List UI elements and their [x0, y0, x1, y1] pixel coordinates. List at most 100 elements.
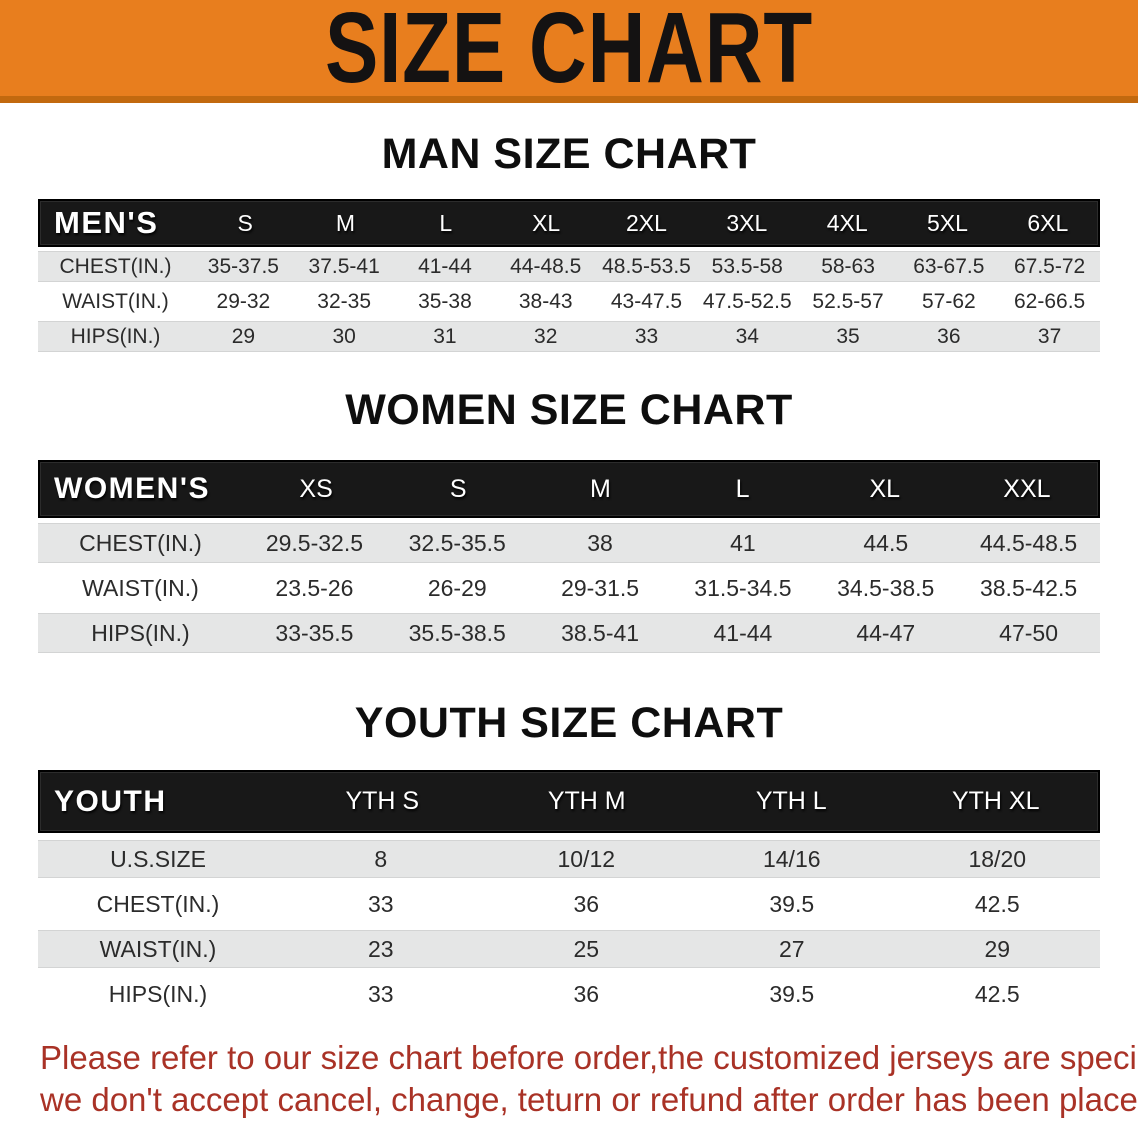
cell-value: 47.5-52.5 [702, 289, 792, 313]
cell-value: 44-47 [856, 619, 916, 646]
size-column-header: M [335, 209, 356, 236]
cell-value: 33 [367, 890, 394, 917]
cell-value: 35.5-38.5 [408, 619, 506, 646]
cell-value: 32 [534, 324, 558, 348]
size-column-header: YTH M [547, 787, 626, 815]
women-table-header-row: WOMEN'S XS S M L XL XXL [38, 460, 1100, 518]
table-row: CHEST(IN.) 33 36 39.5 42.5 [38, 885, 1100, 923]
table-row: CHEST(IN.) 35-37.5 37.5-41 41-44 44-48.5 48.5… [38, 251, 1100, 282]
cell-value: 29-31.5 [561, 574, 640, 601]
size-column-header: XS [299, 474, 333, 503]
cell-value: 48.5-53.5 [602, 254, 691, 278]
cell-value: 34.5-38.5 [837, 574, 935, 601]
cell-value: 36 [573, 890, 600, 917]
cell-value: 30 [332, 324, 356, 348]
cell-value: 42.5 [974, 890, 1020, 917]
youth-table-body: U.S.SIZE 8 10/12 14/16 18/20 CHEST(IN.) 33 36 39… [38, 840, 1100, 1013]
cell-value: 37.5-41 [308, 254, 380, 278]
cell-value: 53.5-58 [711, 254, 783, 278]
women-section-heading: WOMEN SIZE CHART [345, 386, 793, 434]
cell-value: 44.5-48.5 [979, 529, 1078, 556]
cell-value: 58-63 [821, 254, 875, 278]
row-label: HIPS(IN.) [108, 980, 208, 1007]
cell-value: 44.5 [863, 529, 909, 556]
cell-value: 41-44 [713, 619, 773, 646]
cell-value: 8 [374, 845, 388, 872]
disclaimer: Please refer to our size chart before or… [40, 1037, 1138, 1121]
size-column-header: L [735, 474, 750, 503]
cell-value: 38.5-42.5 [979, 574, 1078, 601]
cell-value: 39.5 [769, 890, 815, 917]
row-label: HIPS(IN.) [70, 324, 161, 348]
cell-value: 37 [1037, 324, 1062, 348]
cell-value: 29 [984, 935, 1011, 962]
cell-value: 36 [573, 980, 600, 1007]
cell-value: 38 [587, 529, 613, 556]
women-table-body: CHEST(IN.) 29.5-32.5 32.5-35.5 38 41 44.5 44.5… [38, 523, 1100, 653]
youth-size-section: YOUTH SIZE CHART YOUTH YTH S YTH M YTH L YTH… [0, 699, 1138, 1013]
table-row: HIPS(IN.) 33-35.5 35.5-38.5 38.5-41 41-44 44-… [38, 613, 1100, 653]
men-size-table: MEN'S S M L XL 2XL 3XL 4XL 5XL 6XL CHEST(IN.) 35-3… [38, 199, 1100, 352]
table-row: HIPS(IN.) 29 30 31 32 33 34 35 36 37 [38, 321, 1100, 352]
cell-value: 38.5-41 [561, 619, 640, 646]
table-header-label: MEN'S [54, 205, 159, 240]
size-column-header: 3XL [726, 209, 768, 236]
cell-value: 18/20 [968, 845, 1027, 872]
table-row: WAIST(IN.) 23.5-26 26-29 29-31.5 31.5-34.5 34… [38, 568, 1100, 608]
row-label: CHEST(IN.) [96, 890, 220, 917]
size-column-header: L [439, 209, 453, 236]
women-size-section: WOMEN SIZE CHART WOMEN'S XS S M L XL XXL CHEST… [0, 386, 1138, 653]
cell-value: 35-38 [418, 289, 472, 313]
cell-value: 34 [735, 324, 759, 348]
cell-value: 44-48.5 [510, 254, 582, 278]
cell-value: 33 [367, 980, 394, 1007]
size-column-header: XL [532, 209, 561, 236]
size-column-header: 6XL [1027, 209, 1069, 236]
cell-value: 39.5 [769, 980, 815, 1007]
row-label: WAIST(IN.) [99, 935, 217, 962]
size-column-header: M [590, 474, 611, 503]
row-label: WAIST(IN.) [62, 289, 169, 313]
women-size-table: WOMEN'S XS S M L XL XXL CHEST(IN.) 29.5-32.5 32.… [38, 460, 1100, 653]
cell-value: 14/16 [762, 845, 821, 872]
size-column-header: 5XL [927, 209, 968, 236]
cell-value: 29 [231, 324, 256, 348]
disclaimer-line-2: we don't accept cancel, change, teturn o… [40, 1081, 1138, 1118]
cell-value: 43-47.5 [610, 289, 683, 313]
cell-value: 35 [836, 324, 860, 348]
row-label: CHEST(IN.) [79, 529, 202, 556]
youth-table-header-row: YOUTH YTH S YTH M YTH L YTH XL [38, 770, 1100, 833]
size-column-header: XL [869, 474, 901, 503]
cell-value: 27 [778, 935, 805, 962]
cell-value: 38-43 [518, 289, 573, 313]
cell-value: 26-29 [427, 574, 487, 601]
size-column-header: S [237, 209, 253, 236]
table-header-label: YOUTH [54, 784, 167, 818]
cell-value: 31.5-34.5 [694, 574, 792, 601]
cell-value: 41-44 [418, 254, 472, 278]
cell-value: 47-50 [999, 619, 1058, 646]
youth-size-table: YOUTH YTH S YTH M YTH L YTH XL U.S.SIZE 8 10/1… [38, 770, 1100, 1013]
men-section-heading: MAN SIZE CHART [381, 130, 757, 178]
cell-value: 41 [730, 529, 756, 556]
cell-value: 67.5-72 [1013, 254, 1086, 278]
cell-value: 10/12 [557, 845, 616, 872]
table-row: WAIST(IN.) 23 25 27 29 [38, 930, 1100, 968]
cell-value: 31 [433, 324, 457, 348]
youth-section-heading: YOUTH SIZE CHART [354, 699, 784, 747]
size-column-header: 2XL [626, 209, 667, 236]
cell-value: 33 [634, 324, 659, 348]
cell-value: 52.5-57 [812, 289, 884, 313]
cell-value: 36 [937, 324, 961, 348]
cell-value: 29.5-32.5 [265, 529, 364, 556]
cell-value: 32.5-35.5 [408, 529, 506, 556]
cell-value: 29-32 [216, 289, 271, 313]
cell-value: 25 [573, 935, 600, 962]
size-column-header: XXL [1003, 474, 1051, 503]
banner: SIZE CHART [0, 0, 1138, 103]
row-label: U.S.SIZE [110, 845, 206, 872]
table-row: WAIST(IN.) 29-32 32-35 35-38 38-43 43-47.5 47.… [38, 286, 1100, 317]
size-column-header: YTH S [345, 787, 420, 815]
table-row: U.S.SIZE 8 10/12 14/16 18/20 [38, 840, 1100, 878]
